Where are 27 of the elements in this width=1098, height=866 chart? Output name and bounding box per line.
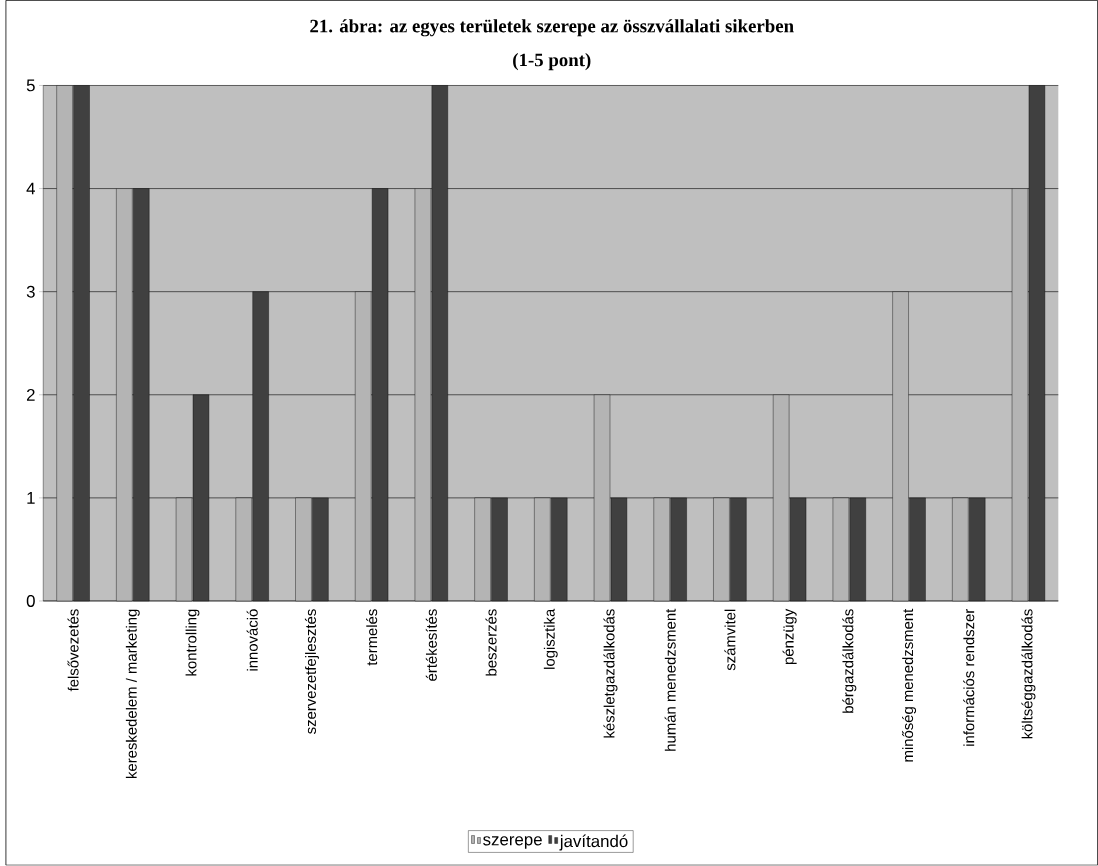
x-tick-label: költséggazdálkodás — [1021, 609, 1036, 739]
chart-title: 21. ábra: az egyes területek szerepe az összvállalati sikerben — [310, 19, 794, 37]
y-tick-label: 3 — [26, 285, 35, 298]
y-tick-label: 2 — [26, 389, 35, 401]
x-tick-label: információs rendszer — [963, 609, 975, 746]
y-tick-label: 5 — [26, 79, 35, 92]
x-tick-label: bérgazdálkodás — [842, 609, 857, 713]
x-tick-label: felsővezetés — [67, 609, 79, 692]
x-tick-label: pénzügy — [782, 608, 797, 665]
legend-label: javítandó — [559, 834, 628, 851]
x-tick-label: kontrolling — [185, 609, 200, 676]
y-tick-label: 1 — [27, 492, 35, 504]
x-tick-label: humán menedzsment — [664, 609, 676, 751]
y-tick-label: 0 — [26, 595, 35, 608]
x-tick-label: kereskedelem / marketing — [125, 609, 140, 779]
chart-subtitle: (1-5 pont) — [513, 53, 591, 71]
x-tick-label: készletgazdálkodás — [603, 609, 618, 738]
x-tick-label: értékesítés — [425, 609, 437, 682]
x-tick-label: beszerzés — [485, 609, 497, 676]
x-tick-label: számvitel — [724, 609, 736, 671]
x-tick-label: termelés — [366, 609, 378, 666]
y-tick-label: 4 — [26, 182, 35, 195]
x-tick-label: logisztika — [543, 608, 558, 670]
x-tick-label: minőség menedzsment — [902, 609, 917, 762]
x-tick-label: szervezetfejlesztés — [304, 609, 319, 735]
legend-label: szerepe — [483, 836, 542, 849]
x-tick-label: innováció — [246, 609, 258, 671]
